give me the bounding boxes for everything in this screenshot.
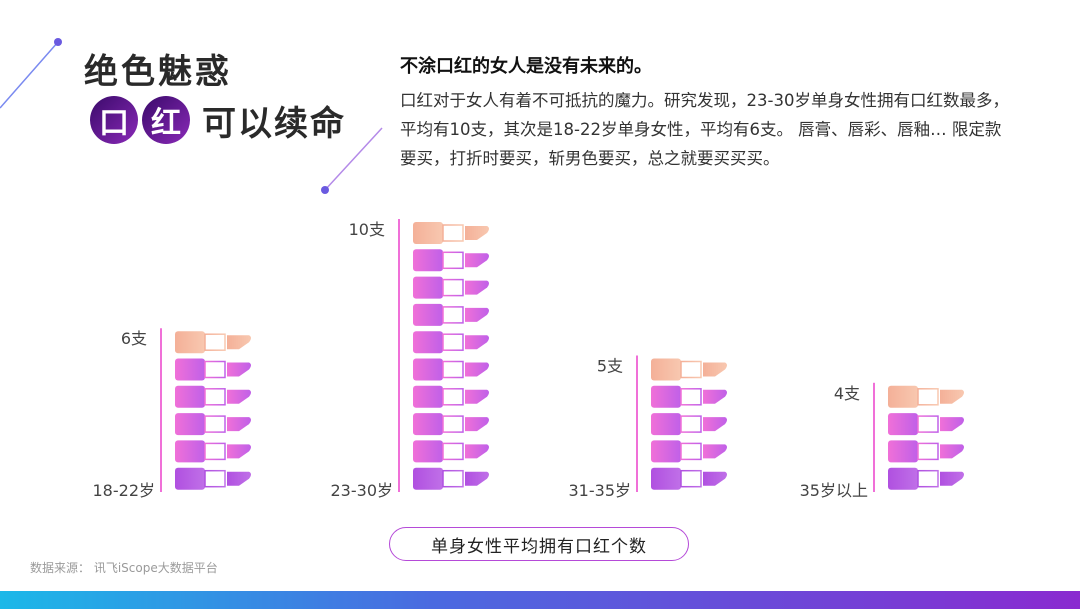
lipstick-2-10 — [413, 222, 489, 244]
value-label-1: 6支 — [121, 329, 147, 348]
slide-title: 绝色魅惑 — [84, 52, 232, 92]
description: 口红对于女人有着不可抵抗的魔力。研究发现，23-30岁单身女性拥有口红数最多，平… — [400, 91, 1009, 168]
lipstick-1-2 — [175, 440, 251, 463]
lipstick-4-1 — [888, 467, 964, 490]
lipstick-2-9 — [413, 249, 489, 272]
lipstick-4-3 — [888, 413, 964, 436]
lipstick-1-5 — [175, 358, 251, 381]
lipstick-1-1 — [175, 467, 251, 490]
lipstick-1-6 — [175, 331, 251, 354]
category-label-1: 18-22岁 — [93, 481, 156, 500]
lipstick-2-2 — [413, 440, 489, 463]
lipstick-3-4 — [651, 385, 727, 408]
value-label-4: 4支 — [834, 384, 860, 403]
value-label-3: 5支 — [597, 357, 623, 376]
title-circle-char-2: 红 — [142, 96, 190, 144]
lipstick-2-4 — [413, 385, 489, 408]
lipstick-3-5 — [651, 358, 727, 381]
slide-subtitle: 口 红 可以续命 — [90, 96, 346, 144]
bottom-gradient-bar — [0, 591, 1080, 609]
title-rest: 可以续命 — [202, 103, 346, 144]
category-label-2: 23-30岁 — [331, 481, 394, 500]
lipstick-1-4 — [175, 385, 251, 408]
lipstick-2-7 — [413, 303, 489, 326]
lipstick-2-5 — [413, 358, 489, 381]
category-label-4: 35岁以上 — [800, 481, 868, 500]
lipstick-3-2 — [651, 440, 727, 463]
lipstick-2-6 — [413, 331, 489, 354]
headline: 不涂口红的女人是没有未来的。 — [400, 56, 652, 77]
value-label-2: 10支 — [349, 220, 385, 239]
lipstick-2-3 — [413, 413, 489, 436]
chart-caption: 单身女性平均拥有口红个数 — [389, 527, 689, 561]
lipstick-2-1 — [413, 467, 489, 490]
title-circle-char-1: 口 — [90, 96, 138, 144]
lipstick-1-3 — [175, 413, 251, 436]
lipstick-3-3 — [651, 413, 727, 436]
lipstick-4-4 — [888, 385, 964, 408]
lipstick-3-1 — [651, 467, 727, 490]
lipstick-4-2 — [888, 440, 964, 463]
category-label-3: 31-35岁 — [569, 481, 632, 500]
data-source: 数据来源： 讯飞iScope大数据平台 — [30, 561, 218, 575]
lipstick-2-8 — [413, 276, 489, 299]
